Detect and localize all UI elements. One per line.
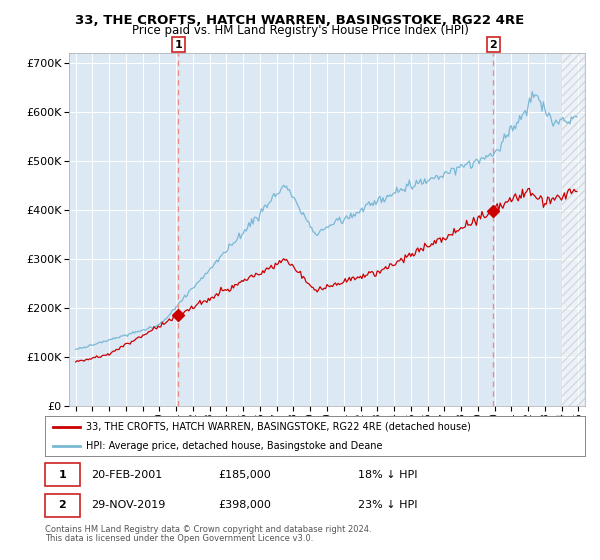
Text: HPI: Average price, detached house, Basingstoke and Deane: HPI: Average price, detached house, Basi… — [86, 441, 382, 450]
Text: 23% ↓ HPI: 23% ↓ HPI — [358, 501, 418, 510]
Text: 1: 1 — [175, 40, 182, 50]
Text: 18% ↓ HPI: 18% ↓ HPI — [358, 470, 418, 479]
Text: 1: 1 — [58, 470, 66, 479]
FancyBboxPatch shape — [45, 494, 80, 517]
Text: Price paid vs. HM Land Registry's House Price Index (HPI): Price paid vs. HM Land Registry's House … — [131, 24, 469, 36]
FancyBboxPatch shape — [45, 463, 80, 486]
Text: Contains HM Land Registry data © Crown copyright and database right 2024.: Contains HM Land Registry data © Crown c… — [45, 525, 371, 534]
Text: 33, THE CROFTS, HATCH WARREN, BASINGSTOKE, RG22 4RE (detached house): 33, THE CROFTS, HATCH WARREN, BASINGSTOK… — [86, 422, 470, 432]
Text: 29-NOV-2019: 29-NOV-2019 — [91, 501, 165, 510]
Text: This data is licensed under the Open Government Licence v3.0.: This data is licensed under the Open Gov… — [45, 534, 313, 543]
Text: £185,000: £185,000 — [218, 470, 271, 479]
Text: 2: 2 — [490, 40, 497, 50]
Text: 20-FEB-2001: 20-FEB-2001 — [91, 470, 162, 479]
Text: 2: 2 — [58, 501, 66, 510]
Text: 33, THE CROFTS, HATCH WARREN, BASINGSTOKE, RG22 4RE: 33, THE CROFTS, HATCH WARREN, BASINGSTOK… — [76, 14, 524, 27]
Bar — [562, 53, 585, 406]
Text: £398,000: £398,000 — [218, 501, 271, 510]
